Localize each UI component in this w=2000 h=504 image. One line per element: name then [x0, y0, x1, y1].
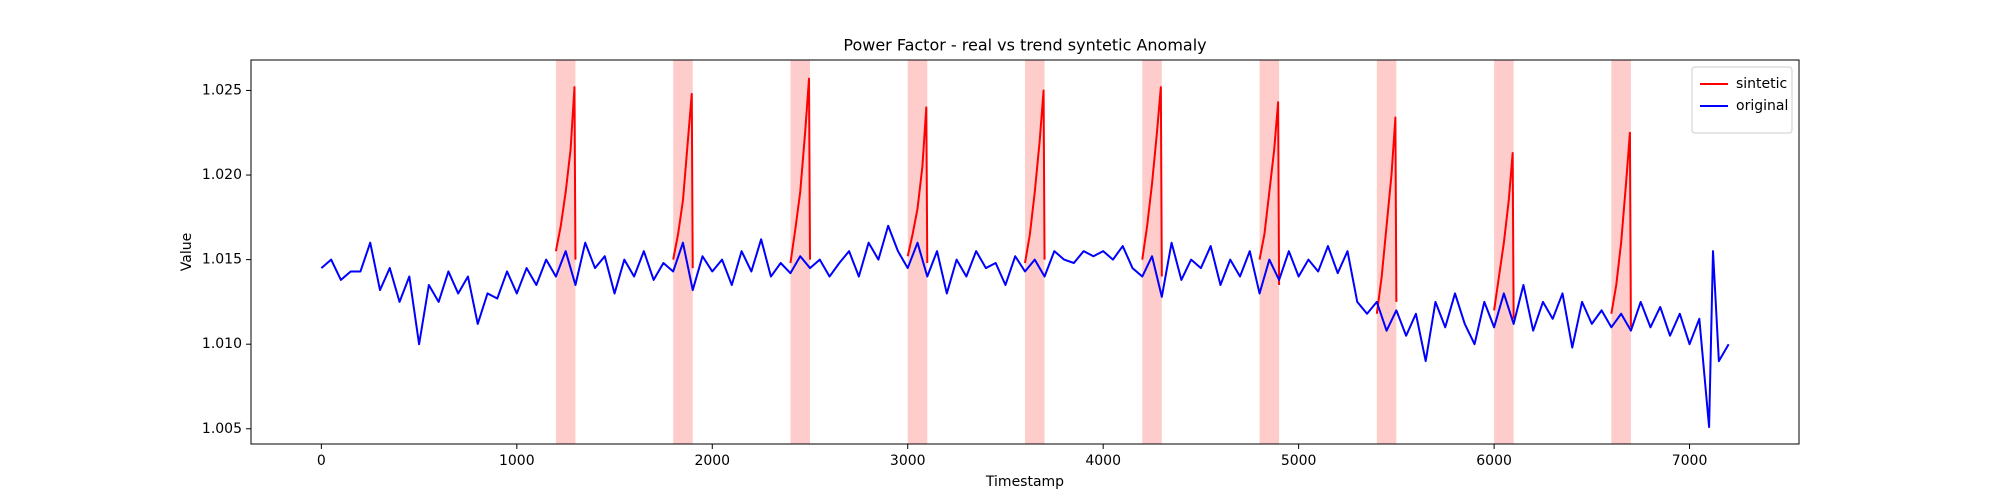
series-line: [554, 77, 1632, 328]
y-tick-label: 1.015: [202, 252, 242, 268]
anomaly-region: [1025, 60, 1045, 444]
x-axis-label: Timestamp: [985, 474, 1064, 490]
plot-frame: [250, 59, 1800, 445]
x-tick-label: 2000: [694, 453, 730, 469]
anomaly-region: [1611, 60, 1631, 444]
anomaly-region: [1494, 60, 1514, 444]
y-tick-label: 1.020: [202, 167, 242, 183]
anomaly-region: [1142, 60, 1162, 444]
x-tick-label: 5000: [1281, 453, 1317, 469]
x-tick-label: 1000: [499, 453, 535, 469]
x-tick-label: 4000: [1085, 453, 1121, 469]
legend-label: sintetic: [1736, 76, 1787, 92]
series-line: [320, 224, 1730, 429]
x-tick-label: 3000: [890, 453, 926, 469]
y-axis-label: Value: [179, 233, 195, 271]
y-tick-label: 1.005: [202, 421, 242, 437]
chart-title: Power Factor - real vs trend syntetic An…: [843, 36, 1206, 55]
anomaly-region: [790, 60, 810, 444]
y-tick-label: 1.010: [202, 336, 242, 352]
x-tick-label: 6000: [1476, 453, 1512, 469]
legend-label: original: [1736, 98, 1788, 114]
x-tick-label: 7000: [1672, 453, 1708, 469]
anomaly-region: [907, 60, 928, 444]
x-tick-label: 0: [317, 453, 326, 469]
anomaly-region: [673, 60, 693, 444]
y-tick-label: 1.025: [202, 82, 242, 98]
anomaly-region: [1376, 60, 1397, 444]
